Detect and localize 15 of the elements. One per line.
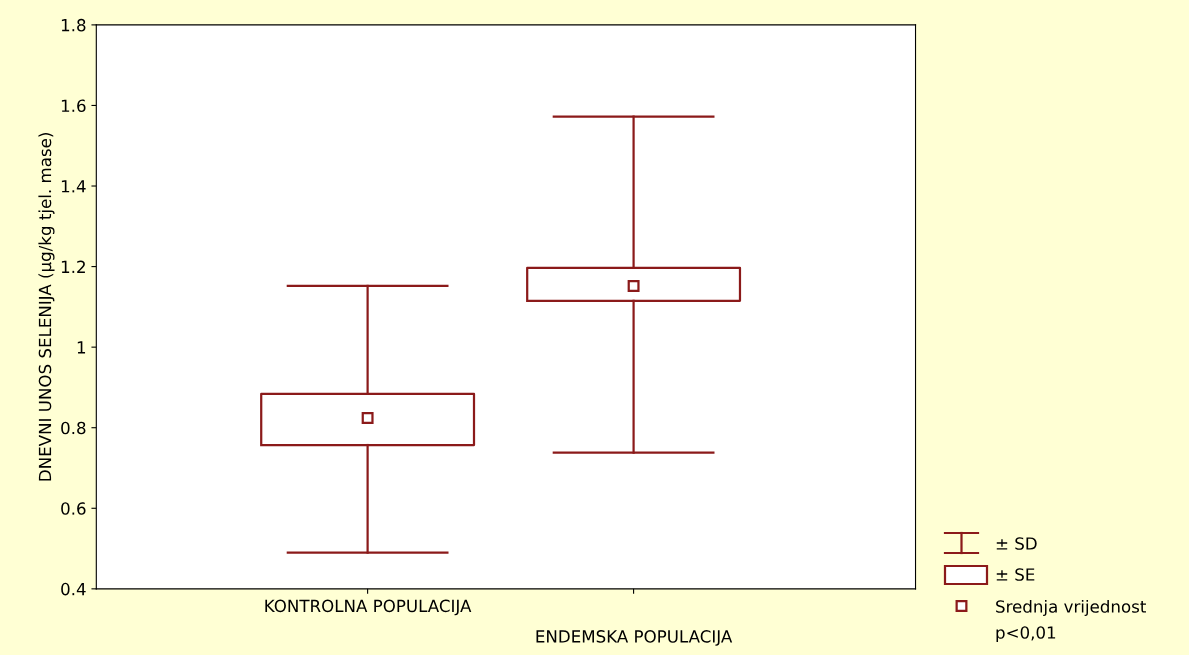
y-tick-label: 1.6 — [61, 99, 86, 113]
text: ± SE — [996, 568, 1035, 581]
y-tick-label: 0.8 — [61, 421, 86, 435]
y-tick-label: 0.4 — [61, 582, 86, 596]
x-tick-label: ENDEMSKA POPULACIJA — [536, 630, 733, 646]
y-tick-label: 0.6 — [61, 502, 86, 515]
y-tick-label: 1 — [77, 341, 86, 354]
y-tick-label: 1.2 — [61, 260, 85, 273]
text: ± SD — [996, 537, 1037, 550]
x-tick-label: KONTROLNA POPULACIJA — [265, 599, 472, 616]
text: p<0,01 — [996, 626, 1056, 643]
y-tick-label: 1.8 — [61, 18, 86, 32]
y-axis-title: DNEVNI UNOS SELENIJA (µg/kg tjel. mase) — [38, 133, 55, 481]
text: Srednja vrijednost — [996, 599, 1146, 617]
y-tick-label: 1.4 — [61, 180, 86, 193]
